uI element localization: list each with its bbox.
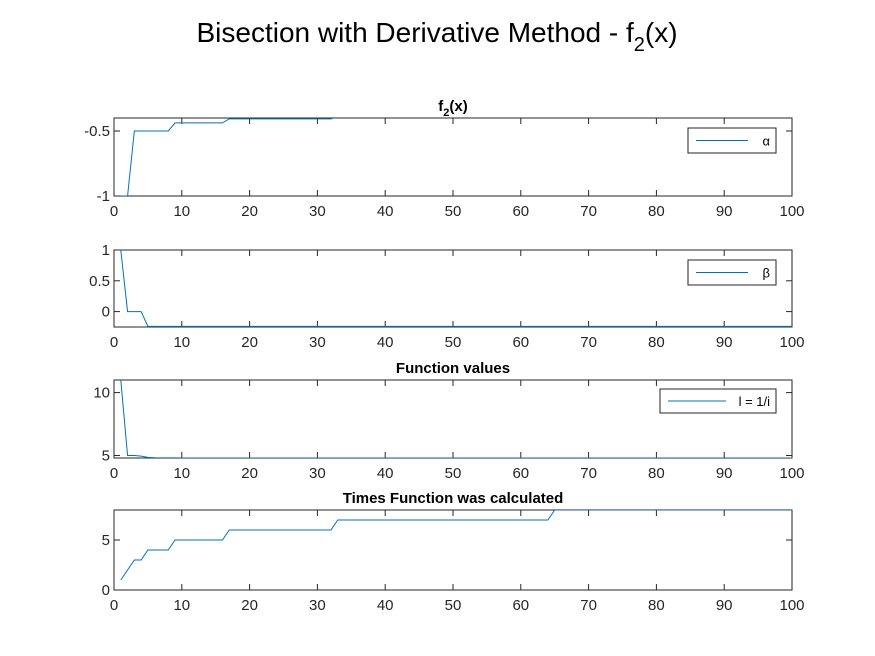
x-tick-label: 30 (309, 465, 326, 482)
y-tick-label: 5 (102, 447, 110, 464)
y-tick-label: 0 (102, 582, 110, 599)
legend: α (687, 127, 777, 154)
subplot-title: f2(x) (438, 98, 467, 119)
x-tick-label: 70 (580, 334, 597, 351)
x-tick-label: 20 (241, 334, 258, 351)
x-tick-label: 90 (716, 597, 733, 614)
x-tick-label: 30 (309, 203, 326, 220)
series-line (120, 510, 792, 581)
y-tick-label: 0 (102, 304, 110, 321)
x-tick-label: 10 (173, 203, 190, 220)
x-tick-label: 40 (377, 597, 394, 614)
y-tick-label: 1 (102, 242, 110, 259)
x-tick-label: 50 (445, 334, 462, 351)
series-line (120, 380, 792, 458)
x-tick-label: 100 (779, 465, 804, 482)
figure-title-main: Bisection with Derivative Method - f (196, 17, 634, 48)
x-tick-label: 0 (110, 465, 118, 482)
legend-label: β (763, 266, 770, 281)
figure-title-tail: (x) (645, 17, 678, 48)
subplot-1: f2(x) 0 10 20 30 40 50 60 70 80 90 100 -1 -0.5 α (84, 98, 804, 220)
legend: l = 1/i (659, 388, 777, 414)
x-tick-label: 60 (512, 465, 529, 482)
x-tick-label: 0 (110, 597, 118, 614)
y-tick-label: 0.5 (89, 273, 110, 290)
x-tick-label: 60 (512, 203, 529, 220)
subplot-2: 0 10 20 30 40 50 60 70 80 90 100 0 0.5 1 β (89, 242, 804, 351)
x-tick-label: 80 (648, 597, 665, 614)
x-tick-label: 40 (377, 334, 394, 351)
x-tick-label: 50 (445, 465, 462, 482)
x-tick-label: 100 (779, 334, 804, 351)
axes-box (113, 509, 793, 591)
subplot-title: Times Function was calculated (343, 490, 564, 507)
y-tick-label: -1 (97, 188, 110, 205)
x-tick-label: 0 (110, 203, 118, 220)
x-tick-label: 10 (173, 597, 190, 614)
figure-title: Bisection with Derivative Method - f2(x) (196, 17, 677, 56)
subplot-title-main: f (438, 98, 444, 115)
y-tick-label: 5 (102, 532, 110, 549)
subplot-title-subscript: 2 (443, 107, 449, 119)
x-tick-label: 20 (241, 465, 258, 482)
x-tick-label: 40 (377, 203, 394, 220)
subplot-title-main: Function values (396, 360, 510, 377)
x-tick-label: 10 (173, 334, 190, 351)
axes-box (113, 249, 793, 328)
series-line (120, 250, 792, 327)
x-tick-label: 90 (716, 334, 733, 351)
x-tick-label: 100 (779, 203, 804, 220)
x-tick-label: 60 (512, 334, 529, 351)
x-tick-label: 70 (580, 597, 597, 614)
subplot-title-tail: (x) (449, 98, 467, 115)
axes-box (113, 117, 793, 197)
x-tick-label: 70 (580, 465, 597, 482)
x-tick-label: 100 (779, 597, 804, 614)
legend: β (687, 259, 777, 286)
x-tick-label: 20 (241, 203, 258, 220)
subplots: f2(x)0 10 20 30 40 50 60 70 80 90 100-1-0.5α0 10 20 3… (84, 98, 804, 614)
x-tick-label: 10 (173, 465, 190, 482)
x-tick-label: 80 (648, 334, 665, 351)
legend-label: l = 1/i (739, 394, 771, 409)
x-tick-label: 50 (445, 597, 462, 614)
subplot-3: Function values 0 10 20 30 40 50 60 70 80 90 100 5 10… (93, 360, 804, 482)
legend-label: α (762, 134, 770, 149)
x-tick-label: 30 (309, 334, 326, 351)
x-tick-label: 30 (309, 597, 326, 614)
x-tick-label: 70 (580, 203, 597, 220)
x-tick-label: 90 (716, 203, 733, 220)
figure-title-subscript: 2 (634, 34, 645, 56)
x-tick-label: 80 (648, 203, 665, 220)
y-tick-label: -0.5 (84, 123, 110, 140)
x-tick-label: 80 (648, 465, 665, 482)
x-tick-label: 40 (377, 465, 394, 482)
x-tick-label: 50 (445, 203, 462, 220)
x-tick-label: 0 (110, 334, 118, 351)
x-tick-label: 60 (512, 597, 529, 614)
x-tick-label: 90 (716, 465, 733, 482)
x-tick-label: 20 (241, 597, 258, 614)
subplot-title: Function values (396, 360, 510, 377)
subplot-title-main: Times Function was calculated (343, 490, 564, 507)
series-line (120, 118, 336, 196)
y-tick-label: 10 (93, 385, 110, 402)
